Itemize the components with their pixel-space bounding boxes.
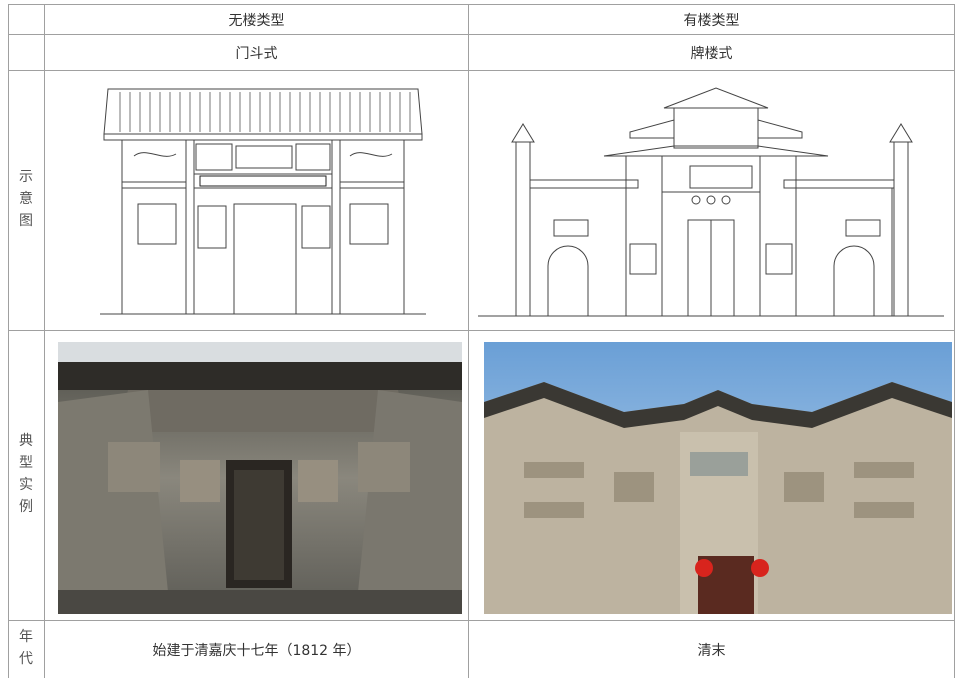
row-label: 年代 [19, 629, 33, 667]
subtype: 门斗式 [235, 45, 278, 62]
cell-text: 始建于清嘉庆十七年（1812 年） [152, 642, 361, 659]
photo-pailou [484, 342, 952, 614]
rule [8, 4, 9, 678]
rule [954, 4, 955, 678]
diagram-pailou [478, 87, 944, 317]
rule [8, 620, 954, 621]
rule [8, 70, 954, 71]
column-header: 有楼类型 [683, 12, 740, 29]
photo-mendou [58, 342, 462, 614]
row-label: 典型实例 [19, 433, 33, 515]
column-header: 无楼类型 [228, 12, 285, 29]
rule [8, 330, 954, 331]
rule [468, 4, 469, 678]
rule [44, 4, 45, 678]
rule [8, 34, 954, 35]
row-label: 示意图 [19, 169, 33, 229]
diagram-mendou [100, 88, 426, 315]
subtype: 牌楼式 [690, 45, 733, 62]
cell-text: 清末 [697, 642, 726, 659]
rule [8, 4, 954, 5]
